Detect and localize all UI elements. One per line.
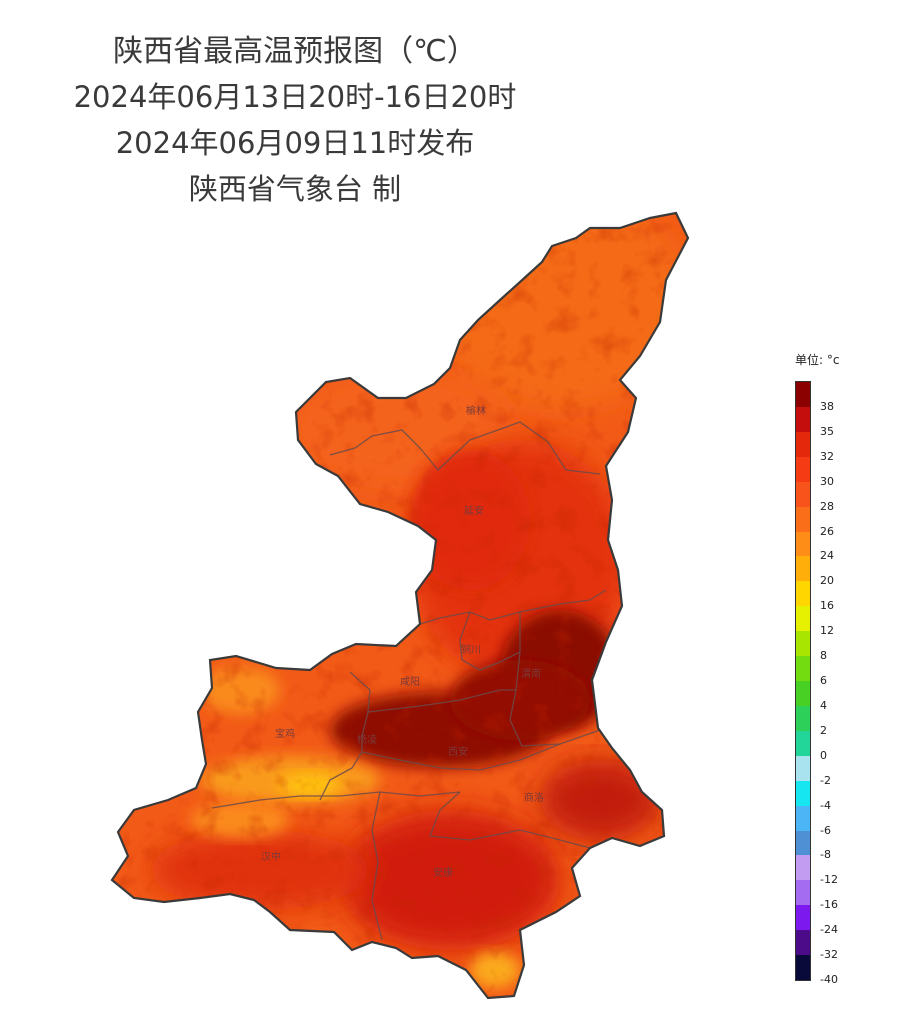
legend-swatch <box>796 382 810 408</box>
legend-label: 2 <box>820 723 827 737</box>
legend-swatch <box>796 780 810 807</box>
legend-label: 35 <box>820 424 834 438</box>
legend-swatch <box>796 606 810 632</box>
city-label-ankang: 安康 <box>433 866 453 879</box>
legend-swatch <box>796 631 810 657</box>
legend-swatch <box>796 955 810 981</box>
legend-unit-label: 单位: °c <box>795 353 840 367</box>
legend-label: -2 <box>820 773 831 787</box>
city-label-tongchuan: 铜川 <box>461 644 481 656</box>
legend-label: -40 <box>820 973 838 986</box>
city-label-weinan: 渭南 <box>521 667 541 680</box>
legend-swatch <box>796 705 810 732</box>
legend-swatch <box>796 755 810 782</box>
forecast-period: 2024年06月13日20时-16日20时 <box>73 80 517 114</box>
temperature-field <box>112 213 688 998</box>
city-label-yanan: 延安 <box>464 504 484 517</box>
legend-swatch <box>796 730 810 757</box>
legend-swatch <box>796 830 810 856</box>
legend-label: 20 <box>820 574 834 588</box>
legend-swatch <box>796 406 810 433</box>
legend-swatch <box>796 531 810 557</box>
legend-label: -16 <box>820 898 838 912</box>
city-label-xian: 西安 <box>448 745 468 758</box>
city-label-baoji: 宝鸡 <box>275 727 295 740</box>
legend-label: 24 <box>820 549 834 563</box>
legend-label: -4 <box>820 798 831 812</box>
legend-label: 26 <box>820 524 834 538</box>
map-title: 陕西省最高温预报图（℃） <box>113 34 477 69</box>
legend-label: 30 <box>820 474 834 488</box>
city-label-hanzhong: 汉中 <box>261 850 281 863</box>
legend-label: 8 <box>820 649 827 663</box>
legend-label: -6 <box>820 823 831 837</box>
legend-label: 6 <box>820 674 827 687</box>
legend-label: 0 <box>820 748 827 762</box>
city-label-yulin: 榆林 <box>466 404 486 417</box>
legend-label: -8 <box>820 848 831 862</box>
legend-swatch <box>796 905 810 931</box>
legend-label: 4 <box>820 698 827 712</box>
legend-label: 16 <box>820 599 834 613</box>
legend-label: -32 <box>820 948 838 962</box>
legend-swatch <box>796 456 810 483</box>
legend-label: 28 <box>820 499 834 513</box>
legend-label: 38 <box>820 399 834 413</box>
legend-swatch <box>796 431 810 458</box>
legend-label: 32 <box>820 449 834 463</box>
city-label-yangling: 杨凌 <box>357 733 377 746</box>
legend-label: -12 <box>820 873 838 887</box>
issuer: 陕西省气象台 制 <box>188 172 402 206</box>
legend-swatch <box>796 681 810 707</box>
legend-swatch <box>796 581 810 607</box>
legend-swatch <box>796 656 810 682</box>
legend-label: 12 <box>820 624 834 638</box>
legend-label: -24 <box>820 923 838 937</box>
legend-swatch <box>796 506 810 532</box>
legend-swatch <box>796 880 810 906</box>
city-label-xianyang: 咸阳 <box>400 676 420 688</box>
color-legend <box>795 381 811 981</box>
issue-time: 2024年06月09日11时发布 <box>115 126 475 160</box>
legend-swatch <box>796 805 810 831</box>
legend-swatch <box>796 481 810 508</box>
legend-swatch <box>796 930 810 956</box>
city-boundaries <box>211 421 607 941</box>
legend-swatch <box>796 556 810 582</box>
legend-swatch <box>796 855 810 881</box>
city-label-shangluo: 商洛 <box>524 791 544 804</box>
